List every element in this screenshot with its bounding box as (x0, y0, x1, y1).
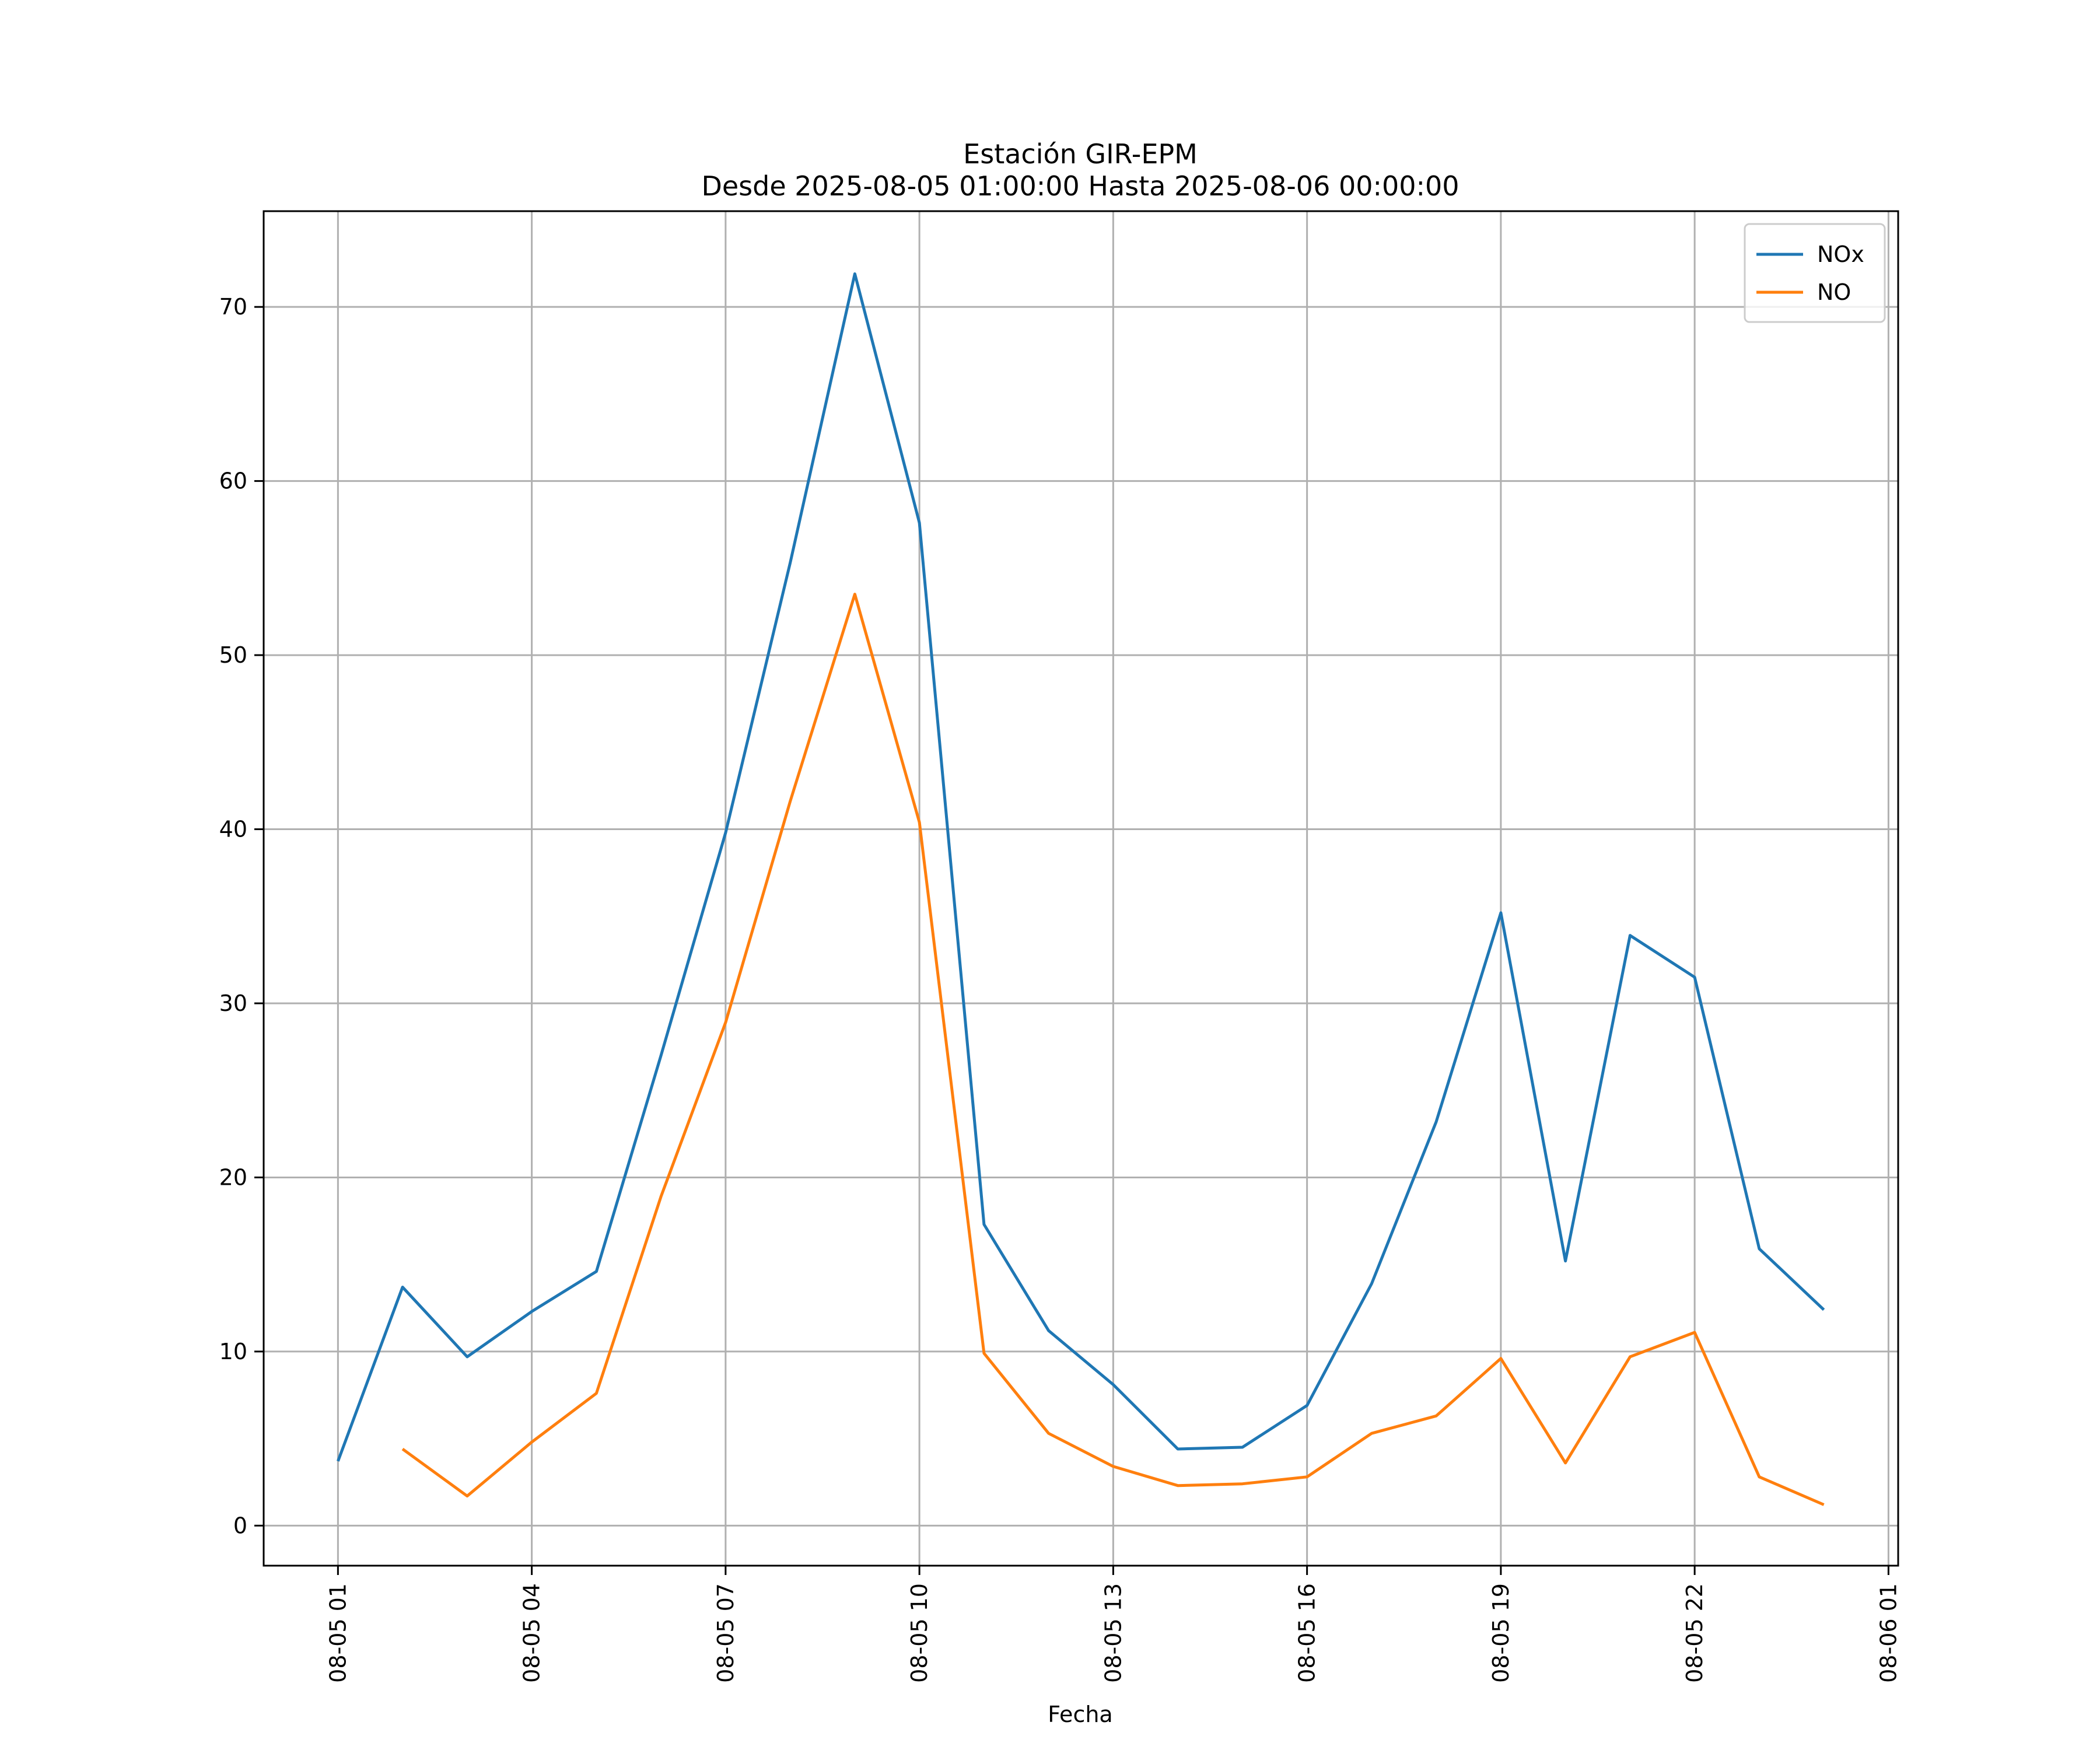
y-tick-label: 40 (219, 817, 247, 842)
x-tick-label: 08-05 01 (325, 1583, 351, 1683)
x-tick-label: 08-05 04 (519, 1583, 545, 1683)
plot-frame (262, 210, 1899, 1567)
y-tick-label: 60 (219, 468, 247, 494)
y-tick-label: 70 (219, 294, 247, 320)
series-line-no (401, 593, 1825, 1506)
axis-ticks: 08-05 01 08-05 04 08-05 07 08-05 10 08-05 13… (219, 294, 1902, 1683)
x-axis-label: Fecha (1048, 1702, 1112, 1727)
x-tick-label: 08-05 19 (1488, 1583, 1514, 1683)
x-tick-label: 08-05 07 (713, 1583, 738, 1683)
legend-label: NOx (1817, 242, 1864, 267)
y-tick-label: 50 (219, 642, 247, 668)
grid (264, 211, 1898, 1566)
chart-subtitle: Desde 2025-08-05 01:00:00 Hasta 2025-08-… (701, 170, 1459, 202)
series-line-nox (337, 272, 1825, 1462)
chart-title: Estación GIR-EPM (963, 138, 1198, 170)
x-tick-label: 08-06 01 (1875, 1583, 1901, 1683)
series-lines (337, 272, 1825, 1506)
x-tick-label: 08-05 16 (1294, 1583, 1320, 1683)
x-tick-label: 08-05 22 (1682, 1583, 1707, 1683)
legend: NOx NO (1744, 223, 1886, 323)
y-tick-label: 10 (219, 1339, 247, 1364)
x-tick-label: 08-05 10 (907, 1583, 932, 1683)
y-tick-label: 0 (233, 1513, 247, 1538)
y-tick-label: 20 (219, 1164, 247, 1190)
y-tick-label: 30 (219, 991, 247, 1016)
legend-label: NO (1817, 279, 1851, 305)
x-tick-label: 08-05 13 (1100, 1583, 1126, 1683)
legend-box (1744, 223, 1886, 323)
